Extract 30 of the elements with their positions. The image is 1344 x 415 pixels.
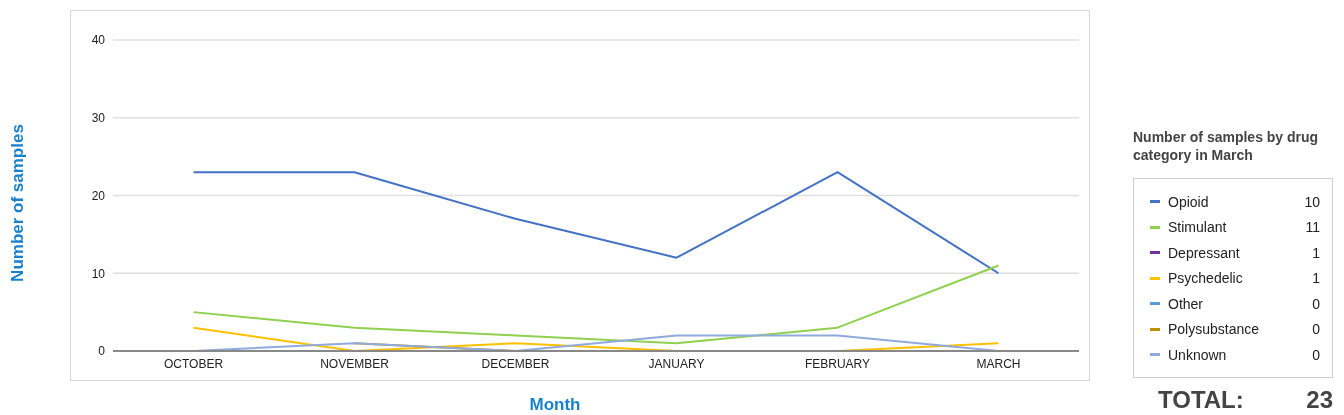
text: 10	[1304, 193, 1320, 210]
legend-label: Other	[1168, 295, 1204, 312]
y-tick-label: 40	[91, 33, 106, 48]
legend-title: Number of samples by drug category in March	[1133, 128, 1320, 164]
text: 0	[1312, 295, 1320, 312]
text: TOTAL:	[1158, 386, 1244, 414]
x-tick-label: MARCH	[976, 356, 1021, 371]
y-axis-title: Number of samples	[8, 124, 28, 282]
text: 23	[1306, 386, 1333, 414]
legend-label: Psychedelic	[1168, 270, 1244, 287]
text: 0	[1312, 346, 1320, 363]
text: 11	[1305, 219, 1320, 236]
legend-label: Depressant	[1168, 244, 1241, 261]
x-axis-title: Month	[529, 395, 581, 415]
legend-label: Opioid	[1168, 193, 1210, 210]
legend-label: Polysubstance	[1168, 321, 1261, 338]
x-tick-label: OCTOBER	[163, 356, 224, 371]
y-tick-label: 10	[91, 266, 106, 281]
legend-label: Stimulant	[1168, 219, 1228, 236]
x-tick-label: NOVEMBER	[320, 356, 390, 371]
x-tick-label: FEBRUARY	[804, 356, 871, 371]
y-tick-label: 20	[91, 188, 106, 203]
y-tick-label: 30	[91, 111, 106, 126]
x-tick-label: DECEMBER	[481, 356, 550, 371]
y-tick-label: 0	[98, 344, 106, 359]
text: 1	[1312, 244, 1320, 261]
text: 0	[1312, 321, 1320, 338]
text: 1	[1312, 270, 1320, 287]
x-tick-label: JANUARY	[648, 356, 705, 371]
legend-label: Unknown	[1168, 346, 1228, 363]
